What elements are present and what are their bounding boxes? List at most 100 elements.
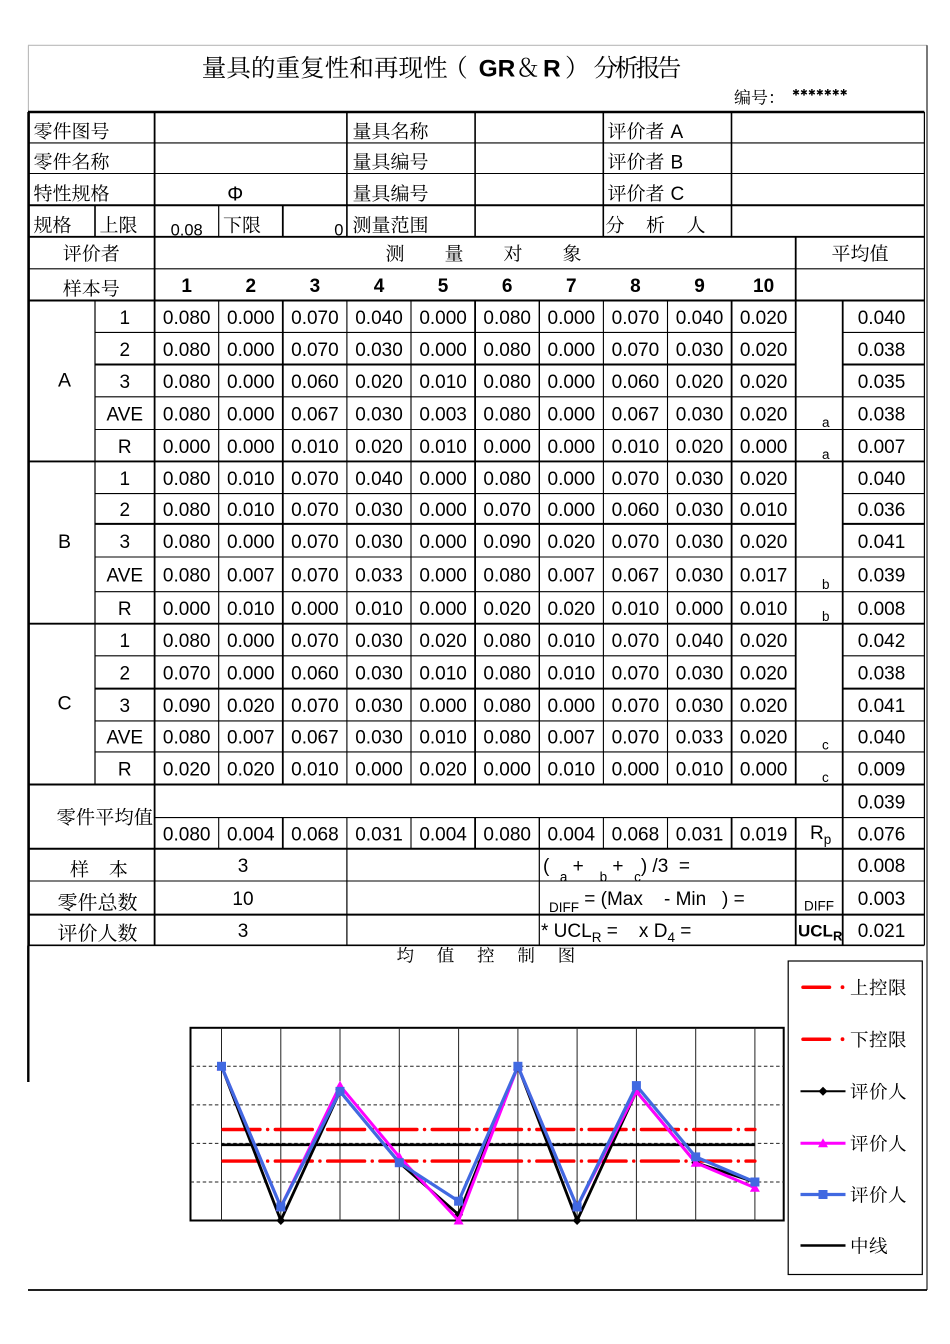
svg-text:0.090: 0.090	[483, 532, 531, 553]
svg-text:a: a	[822, 415, 830, 430]
svg-text:0.030: 0.030	[355, 500, 403, 521]
svg-text:0.000: 0.000	[419, 566, 467, 587]
svg-text:0.000: 0.000	[419, 340, 467, 361]
svg-text:1: 1	[181, 276, 192, 297]
svg-text:0.007: 0.007	[227, 728, 275, 749]
svg-text:0.020: 0.020	[740, 404, 788, 425]
svg-text:0.080: 0.080	[163, 728, 211, 749]
svg-text:1: 1	[120, 469, 131, 490]
svg-text:0.042: 0.042	[858, 631, 906, 652]
svg-text:0.031: 0.031	[676, 825, 724, 846]
svg-text:a: a	[822, 447, 830, 462]
svg-text:DIFF: DIFF	[804, 899, 834, 914]
svg-text:7: 7	[566, 276, 577, 297]
svg-text:0.010: 0.010	[291, 760, 339, 781]
svg-text:0.070: 0.070	[612, 664, 660, 685]
svg-text:0.030: 0.030	[355, 728, 403, 749]
svg-text:0.030: 0.030	[355, 404, 403, 425]
svg-text:0.040: 0.040	[355, 469, 403, 490]
svg-text:0.000: 0.000	[483, 760, 531, 781]
svg-text:0.040: 0.040	[858, 469, 906, 490]
svg-text:0.030: 0.030	[676, 469, 724, 490]
svg-text:0.020: 0.020	[227, 696, 275, 717]
svg-text:C: C	[57, 693, 71, 715]
svg-text:0.010: 0.010	[740, 599, 788, 620]
svg-text:0.060: 0.060	[291, 372, 339, 393]
svg-text:0.080: 0.080	[483, 372, 531, 393]
svg-text:0.070: 0.070	[612, 469, 660, 490]
svg-text:9: 9	[694, 276, 705, 297]
svg-text:0.000: 0.000	[163, 437, 211, 458]
svg-text:0.020: 0.020	[740, 308, 788, 329]
svg-text:1: 1	[120, 631, 131, 652]
svg-text:0.020: 0.020	[740, 532, 788, 553]
svg-text:0.080: 0.080	[163, 340, 211, 361]
svg-text:0.000: 0.000	[548, 500, 596, 521]
svg-text:0.070: 0.070	[291, 340, 339, 361]
svg-text:0.067: 0.067	[291, 728, 339, 749]
svg-text:0.039: 0.039	[858, 792, 906, 813]
svg-text:0.000: 0.000	[740, 437, 788, 458]
svg-text:0.080: 0.080	[163, 566, 211, 587]
svg-text:0.000: 0.000	[227, 308, 275, 329]
svg-text:8: 8	[630, 276, 641, 297]
svg-text:0.080: 0.080	[163, 532, 211, 553]
svg-text:A: A	[58, 369, 71, 391]
svg-text:0.000: 0.000	[548, 404, 596, 425]
svg-text:0.030: 0.030	[676, 500, 724, 521]
svg-text:0.070: 0.070	[612, 532, 660, 553]
svg-text:0.070: 0.070	[612, 340, 660, 361]
svg-text:0: 0	[334, 222, 343, 240]
svg-text:* UCLR = x D4 =: * UCLR = x D4 =	[541, 921, 691, 945]
svg-text:0.070: 0.070	[291, 500, 339, 521]
svg-text:0.010: 0.010	[227, 500, 275, 521]
svg-text:0.010: 0.010	[227, 469, 275, 490]
svg-text:0.080: 0.080	[483, 631, 531, 652]
svg-text:0.080: 0.080	[483, 308, 531, 329]
svg-text:0.080: 0.080	[483, 469, 531, 490]
svg-text:0.070: 0.070	[291, 631, 339, 652]
svg-text:b: b	[822, 577, 830, 592]
svg-text:0.033: 0.033	[355, 566, 403, 587]
svg-text:C: C	[671, 184, 685, 205]
svg-text:0.070: 0.070	[163, 664, 211, 685]
svg-text:0.000: 0.000	[419, 469, 467, 490]
svg-text:0.080: 0.080	[163, 825, 211, 846]
svg-text:0.007: 0.007	[858, 437, 906, 458]
svg-text:0.020: 0.020	[227, 760, 275, 781]
svg-text:0.000: 0.000	[419, 532, 467, 553]
svg-text:0.067: 0.067	[291, 404, 339, 425]
svg-text:0.040: 0.040	[355, 308, 403, 329]
svg-text:0.080: 0.080	[483, 825, 531, 846]
svg-text:0.076: 0.076	[858, 825, 906, 846]
svg-text:0.010: 0.010	[355, 599, 403, 620]
svg-text:R: R	[118, 599, 132, 620]
svg-text:0.070: 0.070	[291, 308, 339, 329]
svg-text:c: c	[822, 737, 829, 752]
svg-text:0.020: 0.020	[740, 664, 788, 685]
svg-text:0.080: 0.080	[163, 404, 211, 425]
svg-text:0.070: 0.070	[291, 532, 339, 553]
svg-text:0.040: 0.040	[676, 308, 724, 329]
svg-text:0.000: 0.000	[227, 340, 275, 361]
svg-text:0.000: 0.000	[355, 760, 403, 781]
svg-text:0.036: 0.036	[858, 500, 906, 521]
svg-text:3: 3	[238, 856, 249, 877]
svg-text:0.008: 0.008	[858, 599, 906, 620]
svg-text:0.000: 0.000	[419, 500, 467, 521]
svg-text:0.000: 0.000	[548, 340, 596, 361]
svg-text:0.000: 0.000	[676, 599, 724, 620]
svg-text:0.020: 0.020	[548, 599, 596, 620]
svg-text:0.080: 0.080	[483, 566, 531, 587]
svg-text:0.070: 0.070	[612, 308, 660, 329]
svg-text:0.040: 0.040	[858, 308, 906, 329]
svg-text:0.070: 0.070	[612, 728, 660, 749]
svg-text:0.010: 0.010	[548, 664, 596, 685]
svg-text:0.067: 0.067	[612, 566, 660, 587]
svg-text:0.08: 0.08	[171, 222, 203, 240]
svg-text:0.080: 0.080	[163, 631, 211, 652]
svg-text:0.000: 0.000	[227, 372, 275, 393]
svg-text:0.010: 0.010	[419, 728, 467, 749]
svg-text:0.070: 0.070	[291, 696, 339, 717]
svg-text:0.035: 0.035	[858, 372, 906, 393]
